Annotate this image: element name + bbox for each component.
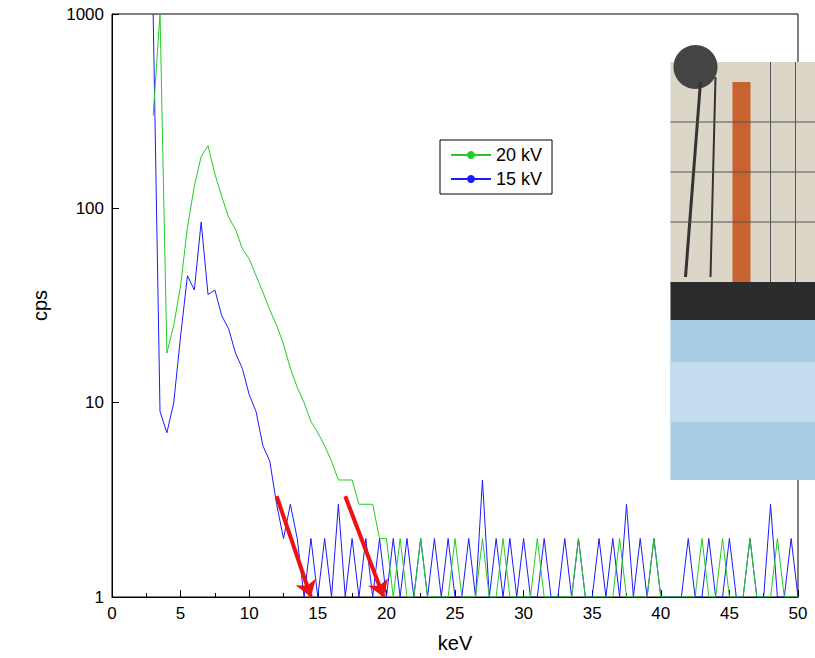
svg-text:15 kV: 15 kV bbox=[496, 169, 542, 189]
svg-text:5: 5 bbox=[176, 604, 185, 623]
svg-text:1: 1 bbox=[95, 588, 104, 607]
svg-text:25: 25 bbox=[446, 604, 465, 623]
svg-text:1000: 1000 bbox=[66, 5, 104, 24]
svg-text:10: 10 bbox=[240, 604, 259, 623]
svg-text:35: 35 bbox=[583, 604, 602, 623]
svg-text:40: 40 bbox=[651, 604, 670, 623]
svg-text:keV: keV bbox=[438, 632, 473, 654]
svg-text:30: 30 bbox=[514, 604, 533, 623]
svg-text:15: 15 bbox=[308, 604, 327, 623]
svg-text:10: 10 bbox=[85, 393, 104, 412]
svg-text:cps: cps bbox=[29, 290, 51, 321]
svg-text:20: 20 bbox=[377, 604, 396, 623]
svg-text:50: 50 bbox=[789, 604, 808, 623]
svg-text:20 kV: 20 kV bbox=[496, 145, 542, 165]
svg-text:100: 100 bbox=[76, 199, 104, 218]
svg-text:45: 45 bbox=[720, 604, 739, 623]
svg-text:0: 0 bbox=[107, 604, 116, 623]
